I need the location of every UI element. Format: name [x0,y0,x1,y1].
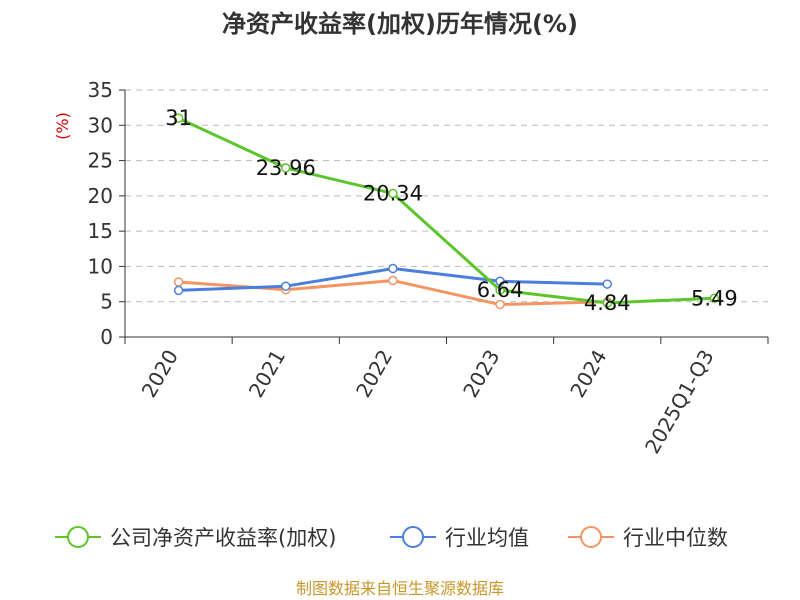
legend[interactable]: 公司净资产收益率(加权) 行业均值 行业中位数 [55,526,728,550]
y-tick-label: 15 [88,219,113,243]
data-point [173,285,184,296]
data-point [602,298,612,308]
chart-title: 净资产收益率(加权)历年情况(%) [222,10,578,38]
series-layer [173,113,720,310]
data-label: 31 [165,106,192,130]
legend-label: 行业均值 [445,526,529,550]
x-tick-label: 2021 [244,346,290,402]
legend-item[interactable]: 公司净资产收益率(加权) [55,526,336,550]
legend-label: 行业中位数 [623,526,728,550]
data-label: 23.96 [256,156,316,180]
data-point [281,163,291,173]
x-tick-label: 2024 [565,346,611,402]
legend-item[interactable]: 行业中位数 [568,526,728,550]
axes: 0 5 10 15 20 25 30 35 2020 2021 2022 2023 2024 2025Q1… [88,78,769,458]
data-label: 6.64 [477,278,524,302]
data-label: 5.49 [691,286,738,310]
y-axis-unit-label: (%) [53,112,72,140]
series-line [177,116,715,305]
legend-item[interactable]: 行业均值 [390,526,529,550]
data-point [388,263,398,274]
data-point [495,276,505,286]
grid-lines [125,89,768,303]
legend-marker-icon [402,526,424,548]
y-tick-label: 10 [88,254,113,278]
data-point [281,281,291,291]
legend-marker-icon [67,526,89,548]
data-point [388,275,398,286]
data-label: 4.84 [584,291,631,315]
source-footer: 制图数据来自恒生聚源数据库 [296,579,504,598]
data-point [495,299,505,310]
y-tick-label: 20 [88,184,113,208]
data-point [709,293,720,304]
x-tick-label: 2025Q1-Q3 [640,346,719,458]
legend-label: 公司净资产收益率(加权) [110,526,336,550]
y-tick-label: 25 [88,149,113,173]
x-tick-label: 2023 [458,346,504,402]
y-tick-label: 5 [100,290,113,314]
data-point [173,277,184,287]
data-point [495,285,505,295]
y-tick-label: 30 [88,113,113,137]
data-labels: 31 23.96 20.34 6.64 4.84 5.49 [165,106,738,315]
data-point [173,113,184,123]
legend-marker-icon [580,526,602,548]
data-point [602,279,612,289]
x-tick-label: 2020 [137,346,183,402]
y-tick-label: 0 [100,325,113,349]
y-tick-label: 35 [88,78,113,102]
data-label: 20.34 [363,181,423,205]
x-tick-label: 2022 [351,346,397,402]
data-point [388,188,398,199]
